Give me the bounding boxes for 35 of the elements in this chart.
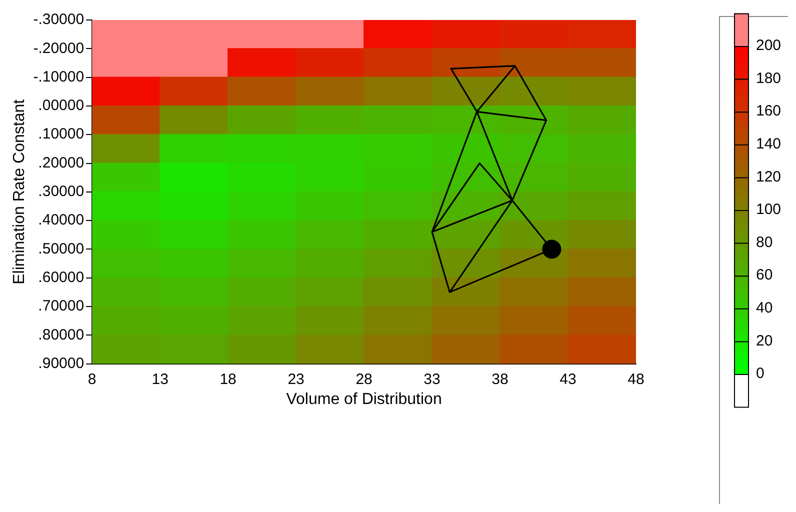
y-tick-label: .40000 [38,212,84,229]
color-bar-label: 80 [756,234,773,251]
x-tick-label: 18 [220,370,236,388]
color-bar-label: 100 [756,201,782,218]
x-tick-label: 28 [356,370,372,388]
y-tick-label: -.10000 [33,68,84,86]
color-bar-label: 120 [756,168,782,186]
color-bar-label: 20 [756,332,773,350]
x-tick-label: 13 [152,370,168,388]
y-tick-label: .30000 [38,183,84,200]
y-tick-label: .90000 [38,354,84,372]
y-tick-label: .80000 [38,326,84,344]
x-tick-label: 8 [88,370,96,388]
color-bar-label: 60 [756,266,773,284]
y-tick-label: .60000 [38,268,84,286]
y-tick-label: -.20000 [33,40,84,57]
color-bar-label: 180 [756,70,782,87]
x-tick-label: 38 [492,370,508,388]
y-axis-title: Elimination Rate Constant [11,98,28,284]
y-tick-label: .70000 [38,298,84,315]
x-axis-title: Volume of Distribution [286,390,442,408]
y-tick-label: .00000 [38,97,84,114]
color-bar-label: 160 [756,102,782,120]
x-tick-label: 23 [288,370,304,388]
y-tick-label: .10000 [38,126,84,143]
y-tick-label: .20000 [38,154,84,172]
color-bar-label: 40 [756,300,773,317]
x-tick-label: 48 [628,370,644,388]
x-tick-label: 33 [424,370,440,388]
y-tick-label: -.30000 [33,11,84,28]
y-tick-label: .50000 [38,240,84,258]
color-bar-label: 140 [756,136,782,153]
x-tick-label: 43 [560,370,576,388]
color-bar-label: 200 [756,37,782,54]
color-bar-label: 0 [756,365,764,382]
